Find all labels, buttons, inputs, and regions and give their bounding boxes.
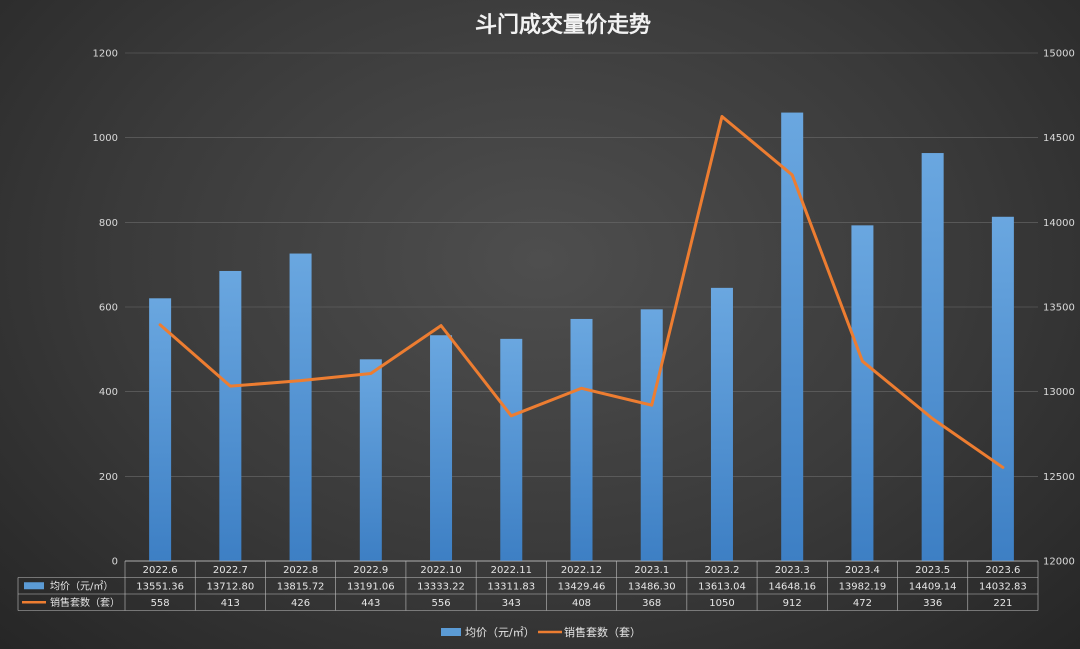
line-point: [720, 115, 724, 118]
left-axis-tick-label: 0: [112, 557, 118, 568]
bar: [781, 112, 804, 561]
category-label: 2022.9: [353, 565, 388, 576]
table-cell: 343: [502, 598, 521, 609]
legend-key-bar: [441, 628, 461, 636]
line-point: [369, 372, 373, 375]
right-axis-tick-label: 13500: [1043, 303, 1075, 314]
category-label: 2022.7: [213, 565, 248, 576]
table-cell: 336: [923, 598, 942, 609]
chart-title: 斗门成交量价走势: [475, 12, 651, 38]
left-axis: 0 200 400 600 800 1000 1200: [93, 49, 118, 568]
legend-label: 均价（元/㎡）: [465, 626, 535, 639]
right-axis-tick-label: 14000: [1043, 218, 1075, 229]
line-point: [439, 324, 443, 327]
category-label: 2023.4: [845, 565, 880, 576]
table-cell: 221: [993, 598, 1012, 609]
table-cell: 426: [291, 598, 310, 609]
line-point: [790, 173, 794, 177]
line-series: [158, 115, 1005, 469]
left-axis-tick-label: 1000: [93, 133, 118, 144]
table-cell: 912: [783, 598, 802, 609]
bar: [710, 287, 733, 561]
table-cell: 13486.30: [628, 581, 676, 592]
right-axis-tick-label: 15000: [1043, 49, 1075, 60]
category-label: 2022.11: [491, 565, 532, 576]
table-cell: 556: [431, 598, 450, 609]
left-axis-tick-label: 1200: [93, 49, 118, 60]
table-cell: 13333.22: [417, 581, 465, 592]
right-axis-tick-label: 12000: [1043, 557, 1075, 568]
bar: [851, 225, 874, 561]
right-axis-tick-label: 13000: [1043, 387, 1075, 398]
right-axis-tick-label: 12500: [1043, 472, 1075, 483]
line-point: [861, 359, 864, 363]
table-cell: 413: [221, 598, 240, 609]
table-cell: 368: [642, 598, 661, 609]
table-cell: 13191.06: [347, 581, 395, 592]
line-point: [510, 414, 513, 417]
table-series-name: 均价（元/㎡）: [50, 580, 113, 592]
category-label: 2022.10: [420, 565, 461, 576]
table-cell: 13712.80: [206, 581, 254, 592]
data-table: 2022.6 2022.7 2022.8 2022.9 2022.10 2022.11 20…: [17, 560, 1039, 611]
bar: [359, 359, 382, 561]
bar-series: [149, 112, 1014, 562]
bar: [921, 153, 944, 561]
line-point: [650, 404, 653, 407]
right-axis: 12000 12500 13000 13500 14000 14500 15000: [1043, 49, 1075, 568]
category-label: 2023.2: [704, 565, 739, 576]
table-cell: 14648.16: [768, 581, 816, 592]
table-cell: 14409.14: [909, 581, 957, 592]
table-cell: 443: [361, 598, 380, 609]
line-point: [580, 387, 583, 390]
category-label: 2023.3: [775, 565, 810, 576]
table-cell: 13311.83: [487, 581, 535, 592]
table-cell: 472: [853, 598, 872, 609]
bar: [149, 298, 172, 561]
table-legend-key-bar: [24, 582, 44, 590]
bar: [500, 338, 523, 561]
left-axis-tick-label: 800: [99, 218, 118, 229]
line-point: [299, 379, 302, 382]
table-cell: 13551.36: [136, 581, 184, 592]
bar: [430, 335, 453, 561]
table-series-name: 销售套数（套）: [50, 596, 120, 609]
legend: 均价（元/㎡） 销售套数（套）: [441, 625, 641, 639]
category-label: 2023.5: [915, 565, 950, 576]
line-point: [931, 417, 934, 420]
table-cell: 13982.19: [839, 581, 887, 592]
table-cell: 13815.72: [277, 581, 325, 592]
category-label: 2023.1: [634, 565, 669, 576]
category-label: 2022.8: [283, 565, 318, 576]
bar: [640, 309, 663, 561]
category-label: 2023.6: [985, 565, 1020, 576]
line-point: [158, 323, 162, 326]
bar: [991, 216, 1014, 562]
table-cell: 558: [151, 598, 170, 609]
right-axis-tick-label: 14500: [1043, 133, 1075, 144]
table-cell: 1050: [709, 598, 734, 609]
left-axis-tick-label: 200: [99, 472, 118, 483]
bar: [289, 253, 312, 561]
table-cell: 13613.04: [698, 581, 746, 592]
line-point: [1001, 466, 1005, 469]
category-label: 2022.6: [143, 565, 178, 576]
legend-label: 销售套数（套）: [564, 625, 641, 639]
left-axis-tick-label: 400: [99, 387, 118, 398]
bar: [570, 318, 593, 561]
table-cell: 408: [572, 598, 591, 609]
line-point: [229, 384, 232, 388]
bar: [219, 270, 242, 561]
table-cell: 14032.83: [979, 581, 1027, 592]
table-cell: 13429.46: [558, 581, 606, 592]
category-label: 2022.12: [561, 565, 602, 576]
left-axis-tick-label: 600: [99, 303, 118, 314]
